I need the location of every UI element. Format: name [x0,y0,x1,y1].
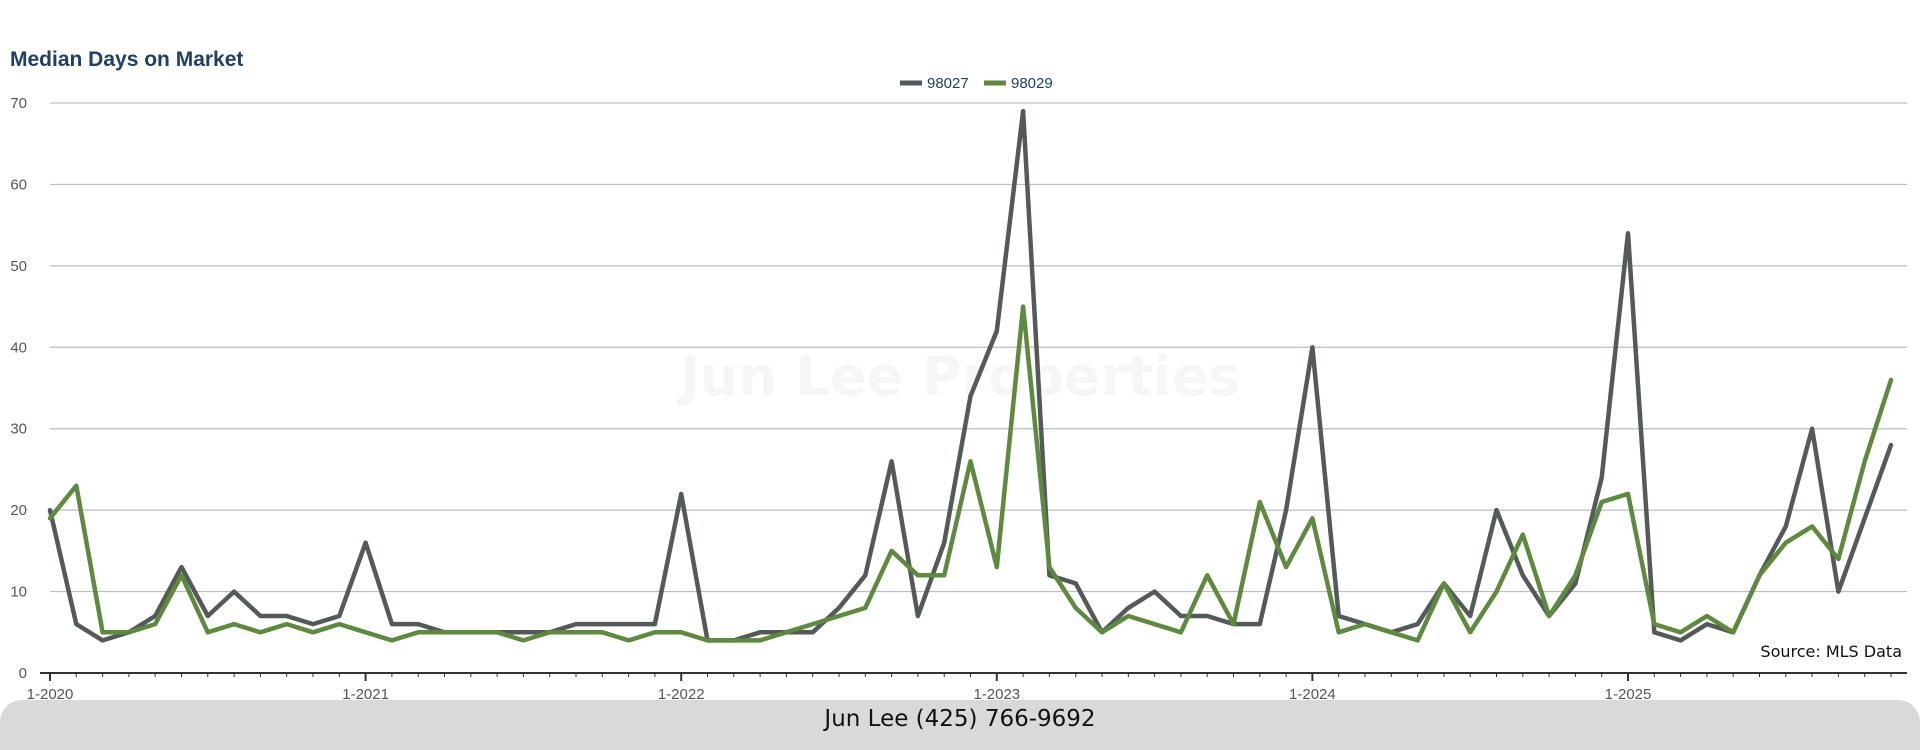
legend-item-98029[interactable]: 98029 [984,75,1053,92]
legend-label: 98027 [927,75,969,92]
footer-bar [0,700,1920,750]
y-tick-label: 40 [10,339,27,356]
y-tick-label: 10 [10,584,27,601]
watermark: Jun Lee Properties [676,345,1241,408]
x-tick-label: 1-2024 [1289,686,1336,703]
y-tick-label: 50 [10,258,27,275]
source-note: Source: MLS Data [1760,642,1902,661]
footer-contact: Jun Lee (425) 766-9692 [824,706,1096,732]
y-tick-label: 30 [10,421,27,438]
gridlines [50,102,1907,593]
y-tick-label: 20 [10,502,27,519]
x-tick-label: 1-2025 [1605,686,1652,703]
x-tick-label: 1-2022 [658,686,705,703]
x-tick-label: 1-2021 [342,686,389,703]
legend[interactable]: 98027 98029 [900,75,1053,92]
axes: 0 10 20 30 40 50 60 70 1-2020 1-2021 1-2022 1-2023 1… [10,95,1907,703]
series-line-98029 [47,304,1894,643]
y-tick-label: 0 [19,665,27,682]
y-tick-label: 60 [10,176,27,193]
x-tick-label: 1-2023 [973,686,1020,703]
series-lines [47,108,1894,643]
chart-title: Median Days on Market [10,48,244,71]
y-tick-label: 70 [10,95,27,112]
x-tick-label: 1-2020 [27,686,74,703]
legend-item-98027[interactable]: 98027 [900,75,969,92]
legend-label: 98029 [1011,75,1053,92]
